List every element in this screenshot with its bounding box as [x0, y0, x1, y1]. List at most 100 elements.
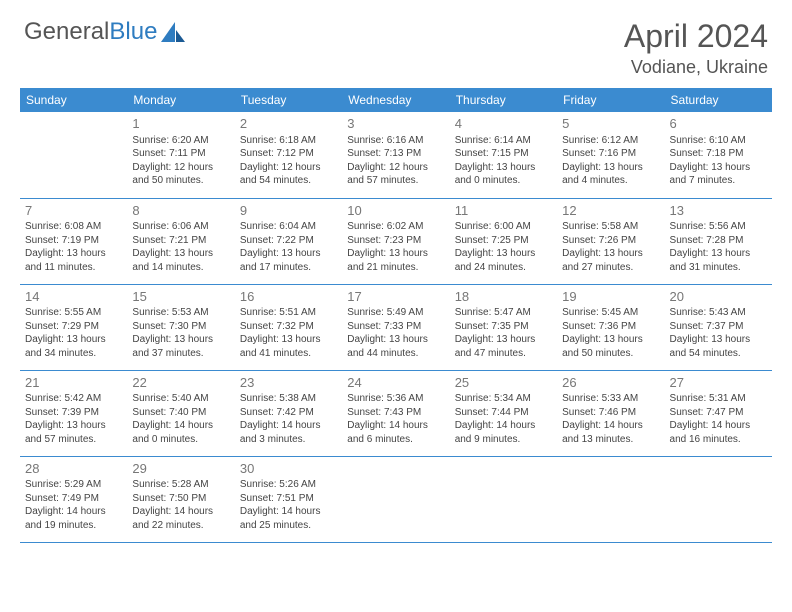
sunrise-text: Sunrise: 6:18 AM	[240, 134, 337, 148]
col-saturday: Saturday	[665, 88, 772, 112]
sunrise-text: Sunrise: 5:47 AM	[455, 306, 552, 320]
daylight-text: Daylight: 13 hours and 47 minutes.	[455, 333, 552, 360]
sunset-text: Sunset: 7:35 PM	[455, 320, 552, 334]
day-number: 24	[347, 374, 444, 392]
sunset-text: Sunset: 7:13 PM	[347, 147, 444, 161]
daylight-text: Daylight: 13 hours and 11 minutes.	[25, 247, 122, 274]
calendar-day-cell	[450, 456, 557, 542]
sunset-text: Sunset: 7:42 PM	[240, 406, 337, 420]
calendar-day-cell	[20, 112, 127, 198]
day-number: 10	[347, 202, 444, 220]
sunset-text: Sunset: 7:25 PM	[455, 234, 552, 248]
daylight-text: Daylight: 14 hours and 19 minutes.	[25, 505, 122, 532]
sunrise-text: Sunrise: 5:26 AM	[240, 478, 337, 492]
calendar-day-cell: 1Sunrise: 6:20 AMSunset: 7:11 PMDaylight…	[127, 112, 234, 198]
calendar-week-row: 1Sunrise: 6:20 AMSunset: 7:11 PMDaylight…	[20, 112, 772, 198]
sunrise-text: Sunrise: 5:36 AM	[347, 392, 444, 406]
calendar-day-cell: 4Sunrise: 6:14 AMSunset: 7:15 PMDaylight…	[450, 112, 557, 198]
sunrise-text: Sunrise: 5:31 AM	[670, 392, 767, 406]
daylight-text: Daylight: 14 hours and 0 minutes.	[132, 419, 229, 446]
day-number: 22	[132, 374, 229, 392]
calendar-day-cell	[342, 456, 449, 542]
calendar-day-cell: 7Sunrise: 6:08 AMSunset: 7:19 PMDaylight…	[20, 198, 127, 284]
calendar-day-cell: 17Sunrise: 5:49 AMSunset: 7:33 PMDayligh…	[342, 284, 449, 370]
col-thursday: Thursday	[450, 88, 557, 112]
daylight-text: Daylight: 13 hours and 50 minutes.	[562, 333, 659, 360]
calendar-week-row: 28Sunrise: 5:29 AMSunset: 7:49 PMDayligh…	[20, 456, 772, 542]
day-number: 5	[562, 115, 659, 133]
sunrise-text: Sunrise: 5:49 AM	[347, 306, 444, 320]
sunrise-text: Sunrise: 6:00 AM	[455, 220, 552, 234]
col-sunday: Sunday	[20, 88, 127, 112]
sunset-text: Sunset: 7:47 PM	[670, 406, 767, 420]
calendar-day-cell: 28Sunrise: 5:29 AMSunset: 7:49 PMDayligh…	[20, 456, 127, 542]
day-number: 1	[132, 115, 229, 133]
sunset-text: Sunset: 7:32 PM	[240, 320, 337, 334]
sunset-text: Sunset: 7:33 PM	[347, 320, 444, 334]
sunset-text: Sunset: 7:28 PM	[670, 234, 767, 248]
calendar-day-cell: 11Sunrise: 6:00 AMSunset: 7:25 PMDayligh…	[450, 198, 557, 284]
day-number: 8	[132, 202, 229, 220]
col-tuesday: Tuesday	[235, 88, 342, 112]
calendar-day-cell: 20Sunrise: 5:43 AMSunset: 7:37 PMDayligh…	[665, 284, 772, 370]
calendar-day-cell: 25Sunrise: 5:34 AMSunset: 7:44 PMDayligh…	[450, 370, 557, 456]
sunrise-text: Sunrise: 6:12 AM	[562, 134, 659, 148]
sunrise-text: Sunrise: 5:34 AM	[455, 392, 552, 406]
calendar-day-cell: 10Sunrise: 6:02 AMSunset: 7:23 PMDayligh…	[342, 198, 449, 284]
day-number: 19	[562, 288, 659, 306]
calendar-week-row: 21Sunrise: 5:42 AMSunset: 7:39 PMDayligh…	[20, 370, 772, 456]
sunset-text: Sunset: 7:19 PM	[25, 234, 122, 248]
calendar-day-cell: 27Sunrise: 5:31 AMSunset: 7:47 PMDayligh…	[665, 370, 772, 456]
sunset-text: Sunset: 7:11 PM	[132, 147, 229, 161]
calendar-day-cell: 21Sunrise: 5:42 AMSunset: 7:39 PMDayligh…	[20, 370, 127, 456]
sunset-text: Sunset: 7:50 PM	[132, 492, 229, 506]
daylight-text: Daylight: 13 hours and 54 minutes.	[670, 333, 767, 360]
daylight-text: Daylight: 13 hours and 24 minutes.	[455, 247, 552, 274]
month-title: April 2024	[624, 18, 768, 55]
day-number: 20	[670, 288, 767, 306]
calendar-day-cell: 5Sunrise: 6:12 AMSunset: 7:16 PMDaylight…	[557, 112, 664, 198]
logo-text-1: General	[24, 18, 109, 46]
sunrise-text: Sunrise: 6:10 AM	[670, 134, 767, 148]
location-label: Vodiane, Ukraine	[624, 57, 768, 78]
sunset-text: Sunset: 7:39 PM	[25, 406, 122, 420]
sunrise-text: Sunrise: 6:16 AM	[347, 134, 444, 148]
calendar-day-cell: 19Sunrise: 5:45 AMSunset: 7:36 PMDayligh…	[557, 284, 664, 370]
calendar-day-cell	[665, 456, 772, 542]
calendar-day-cell: 6Sunrise: 6:10 AMSunset: 7:18 PMDaylight…	[665, 112, 772, 198]
day-number: 30	[240, 460, 337, 478]
daylight-text: Daylight: 13 hours and 17 minutes.	[240, 247, 337, 274]
calendar-week-row: 7Sunrise: 6:08 AMSunset: 7:19 PMDaylight…	[20, 198, 772, 284]
daylight-text: Daylight: 14 hours and 25 minutes.	[240, 505, 337, 532]
day-number: 25	[455, 374, 552, 392]
day-number: 27	[670, 374, 767, 392]
calendar-day-cell: 13Sunrise: 5:56 AMSunset: 7:28 PMDayligh…	[665, 198, 772, 284]
day-number: 21	[25, 374, 122, 392]
calendar-table: Sunday Monday Tuesday Wednesday Thursday…	[20, 88, 772, 543]
day-number: 4	[455, 115, 552, 133]
day-number: 13	[670, 202, 767, 220]
day-number: 9	[240, 202, 337, 220]
day-number: 11	[455, 202, 552, 220]
sunset-text: Sunset: 7:43 PM	[347, 406, 444, 420]
calendar-week-row: 14Sunrise: 5:55 AMSunset: 7:29 PMDayligh…	[20, 284, 772, 370]
calendar-day-cell: 24Sunrise: 5:36 AMSunset: 7:43 PMDayligh…	[342, 370, 449, 456]
sunrise-text: Sunrise: 5:28 AM	[132, 478, 229, 492]
logo: GeneralBlue	[24, 18, 187, 46]
col-friday: Friday	[557, 88, 664, 112]
calendar-day-cell: 9Sunrise: 6:04 AMSunset: 7:22 PMDaylight…	[235, 198, 342, 284]
daylight-text: Daylight: 13 hours and 14 minutes.	[132, 247, 229, 274]
calendar-day-cell: 26Sunrise: 5:33 AMSunset: 7:46 PMDayligh…	[557, 370, 664, 456]
daylight-text: Daylight: 14 hours and 3 minutes.	[240, 419, 337, 446]
sunset-text: Sunset: 7:16 PM	[562, 147, 659, 161]
sunrise-text: Sunrise: 5:56 AM	[670, 220, 767, 234]
calendar-day-cell: 30Sunrise: 5:26 AMSunset: 7:51 PMDayligh…	[235, 456, 342, 542]
day-number: 2	[240, 115, 337, 133]
day-number: 16	[240, 288, 337, 306]
calendar-day-cell: 12Sunrise: 5:58 AMSunset: 7:26 PMDayligh…	[557, 198, 664, 284]
day-number: 29	[132, 460, 229, 478]
day-number: 28	[25, 460, 122, 478]
day-header-row: Sunday Monday Tuesday Wednesday Thursday…	[20, 88, 772, 112]
daylight-text: Daylight: 14 hours and 16 minutes.	[670, 419, 767, 446]
sunset-text: Sunset: 7:12 PM	[240, 147, 337, 161]
